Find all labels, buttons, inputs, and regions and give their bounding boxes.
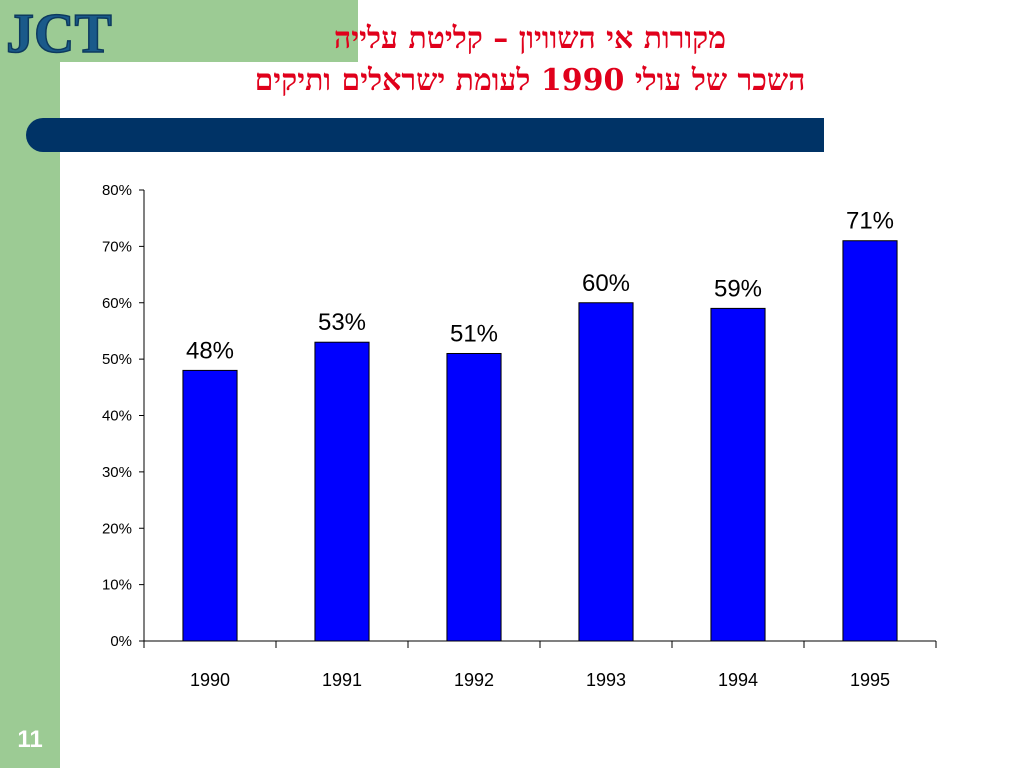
bar-1994 [710, 307, 766, 642]
title-line-2: השכר של עולי 1990 לעומת ישראלים ותיקים [254, 63, 806, 98]
data-label: 53% [318, 309, 366, 336]
x-category-label: 1992 [454, 670, 494, 690]
bar-1991 [314, 341, 370, 642]
y-tick-label: 30% [102, 464, 132, 481]
jct-logo: JCT [5, 2, 112, 60]
y-tick-label: 80% [102, 182, 132, 199]
title-line-1: מקורות אי השוויון – קליטת עלייה [334, 21, 726, 56]
y-tick-label: 10% [102, 577, 132, 594]
top-band [0, 0, 358, 62]
bar-1993 [578, 302, 634, 642]
y-tick-label: 70% [102, 238, 132, 255]
title-divider-bar [26, 118, 824, 152]
bar-1990 [182, 369, 238, 642]
data-label: 59% [714, 275, 762, 302]
y-tick-label: 20% [102, 520, 132, 537]
page-number: 11 [17, 726, 43, 753]
data-label: 51% [450, 320, 498, 347]
y-tick-label: 0% [110, 633, 132, 650]
x-category-label: 1993 [586, 670, 626, 690]
data-label: 60% [582, 270, 630, 297]
data-label: 71% [846, 208, 894, 235]
y-tick-label: 50% [102, 351, 132, 368]
bar-chart: 0% 10% 20% 30% 40% 50% 60% 70% 80% 48% 1990 53% 1991… [102, 182, 937, 690]
y-tick-label: 40% [102, 408, 132, 425]
x-category-label: 1995 [850, 670, 890, 690]
bar-1992 [446, 352, 502, 642]
x-category-label: 1991 [322, 670, 362, 690]
x-category-label: 1994 [718, 670, 758, 690]
left-band [0, 0, 60, 768]
slide-title: מקורות אי השוויון – קליטת עלייה השכר של … [140, 18, 920, 102]
y-tick-label: 60% [102, 295, 132, 312]
x-category-label: 1990 [190, 670, 230, 690]
logo-text: JCT [6, 3, 112, 60]
data-label: 48% [186, 337, 234, 364]
bar-1995 [842, 240, 898, 642]
